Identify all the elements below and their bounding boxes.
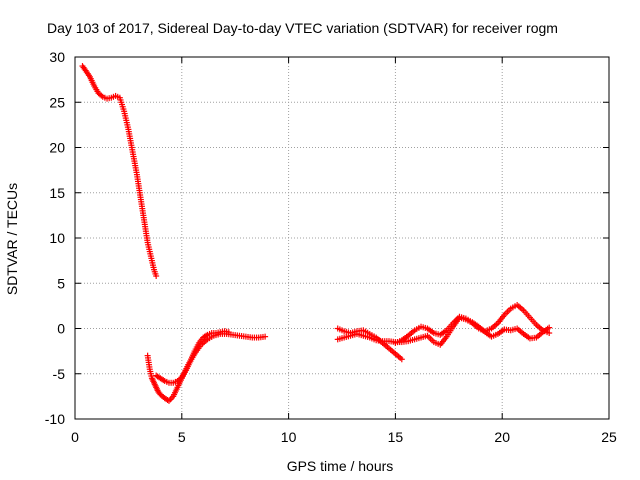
y-tick-labels: -10 -5 0 5 10 15 20 25 30 — [45, 49, 65, 427]
data-point — [546, 324, 553, 331]
y-tick-label: 20 — [49, 140, 65, 156]
x-tick-label: 25 — [601, 429, 617, 445]
y-tick-label: -5 — [53, 366, 66, 382]
x-tick-label: 5 — [178, 429, 186, 445]
y-tick-label: -10 — [45, 411, 65, 427]
x-tick-label: 10 — [281, 429, 297, 445]
data-point — [546, 330, 553, 337]
y-tick-label: 30 — [49, 49, 65, 65]
y-axis-label: SDTVAR / TECUs — [4, 183, 20, 295]
x-tick-label: 15 — [388, 429, 404, 445]
x-axis-label: GPS time / hours — [287, 458, 394, 474]
chart-title: Day 103 of 2017, Sidereal Day-to-day VTE… — [47, 20, 558, 36]
tick-marks — [74, 56, 610, 420]
data-point — [262, 333, 269, 340]
x-tick-labels: 0 5 10 15 20 25 — [71, 429, 617, 445]
y-tick-label: 10 — [49, 230, 65, 246]
data-point — [153, 273, 160, 280]
data-points — [79, 63, 553, 404]
y-tick-label: 25 — [49, 94, 65, 110]
data-point — [398, 356, 405, 363]
y-tick-label: 15 — [49, 185, 65, 201]
x-tick-label: 0 — [71, 429, 79, 445]
y-tick-label: 5 — [57, 275, 65, 291]
y-tick-label: 0 — [57, 321, 65, 337]
x-tick-label: 20 — [494, 429, 510, 445]
data-point — [225, 329, 232, 336]
grid — [75, 57, 609, 419]
